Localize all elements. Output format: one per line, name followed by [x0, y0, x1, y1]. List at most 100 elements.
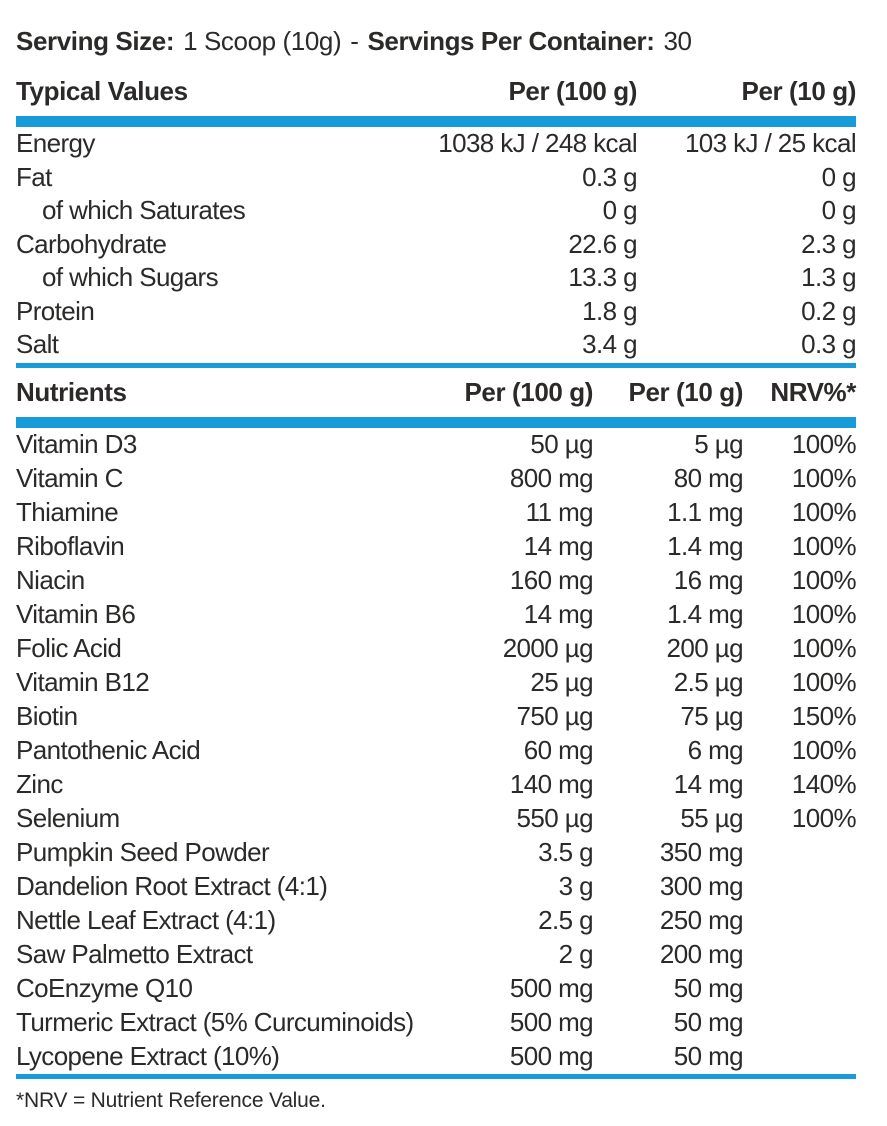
row-value-nrv: 150%	[791, 701, 857, 731]
table-row: Vitamin B12 25 µg 2.5 µg 100%	[16, 666, 857, 700]
table-row: Biotin 750 µg 75 µg 150%	[16, 700, 857, 734]
table-row: Dandelion Root Extract (4:1) 3 g 300 mg	[16, 870, 856, 904]
serving-size-label: Serving Size:	[16, 26, 175, 56]
row-value-per100: 14 mg	[523, 531, 594, 561]
row-label: Dandelion Root Extract (4:1)	[16, 871, 328, 901]
row-value-per100: 13.3 g	[568, 262, 637, 293]
table-row: Fat 0.3 g 0 g	[16, 161, 857, 195]
row-label: Vitamin B6	[16, 599, 136, 629]
row-value-nrv: 100%	[791, 735, 857, 765]
table-row: Pumpkin Seed Powder 3.5 g 350 mg	[16, 836, 856, 870]
row-value-per10: 200 µg	[666, 633, 744, 663]
nutrients-col-nrv: NRV%*	[770, 376, 856, 407]
row-value-per10: 250 mg	[659, 905, 744, 935]
nutrients-col-per10: Per (10 g)	[628, 376, 744, 407]
row-label: Biotin	[16, 701, 78, 731]
row-value-per100: 500 mg	[509, 1007, 594, 1037]
row-label: Lycopene Extract (10%)	[16, 1041, 280, 1071]
row-value-nrv: 140%	[791, 769, 857, 799]
divider-bar-thick	[16, 116, 856, 127]
row-value-per10: 50 mg	[673, 1007, 744, 1037]
row-value-per10: 200 mg	[659, 939, 744, 969]
table-row: Saw Palmetto Extract 2 g 200 mg	[16, 938, 856, 972]
row-value-per100: 800 mg	[509, 463, 594, 493]
serving-size-value: 1 Scoop (10g)	[183, 26, 342, 56]
serving-info-line: Serving Size: 1 Scoop (10g) - Servings P…	[16, 26, 856, 57]
row-value-nrv: 100%	[791, 497, 857, 527]
row-value-per100: 500 mg	[509, 1041, 594, 1071]
row-value-per100: 500 mg	[509, 973, 594, 1003]
row-label: of which Sugars	[42, 262, 219, 293]
row-value-per10: 80 mg	[673, 463, 744, 493]
row-value-per100: 3.4 g	[582, 329, 637, 360]
row-label: Vitamin B12	[16, 667, 150, 697]
row-value-per10: 300 mg	[659, 871, 744, 901]
row-value-per10: 0.2 g	[801, 295, 856, 326]
table-row: Turmeric Extract (5% Curcuminoids) 500 m…	[16, 1006, 856, 1040]
row-value-per100: 0.3 g	[582, 161, 637, 192]
row-label: Vitamin D3	[16, 429, 137, 459]
row-label: Pumpkin Seed Powder	[16, 837, 270, 867]
table-row: Vitamin D3 50 µg 5 µg 100%	[16, 428, 857, 462]
row-label: Zinc	[16, 769, 63, 799]
row-label: Selenium	[16, 803, 120, 833]
row-label: Turmeric Extract (5% Curcuminoids)	[16, 1007, 414, 1037]
typical-values-col-per100: Per (100 g)	[508, 76, 637, 106]
nutrients-header-row: Nutrients Per (100 g) Per (10 g) NRV%*	[16, 377, 856, 417]
row-value-per100: 140 mg	[509, 769, 594, 799]
nutrients-col-per100: Per (100 g)	[464, 376, 593, 407]
row-value-per10: 2.5 µg	[673, 667, 744, 697]
row-label: of which Saturates	[42, 195, 246, 226]
row-value-per100: 60 mg	[523, 735, 594, 765]
row-value-per10: 50 mg	[673, 1041, 744, 1071]
table-row: Nettle Leaf Extract (4:1) 2.5 g 250 mg	[16, 904, 856, 938]
row-label: Folic Acid	[16, 633, 122, 663]
table-row: Lycopene Extract (10%) 500 mg 50 mg	[16, 1040, 856, 1074]
row-value-per10: 1.4 mg	[667, 531, 743, 561]
divider-bar-thin	[16, 362, 856, 368]
row-value-per100: 0 g	[602, 195, 638, 226]
row-label: Niacin	[16, 565, 85, 595]
row-value-per100: 1.8 g	[582, 295, 637, 326]
row-label: Energy	[16, 128, 95, 159]
row-value-per10: 0.3 g	[801, 329, 856, 360]
row-label: Nettle Leaf Extract (4:1)	[16, 905, 276, 935]
table-row: Zinc 140 mg 14 mg 140%	[16, 768, 857, 802]
row-value-per10: 50 mg	[673, 973, 744, 1003]
table-row: of which Saturates 0 g 0 g	[16, 194, 857, 228]
row-value-per100: 1038 kJ / 248 kcal	[438, 128, 637, 159]
row-value-nrv: 100%	[791, 531, 857, 561]
servings-per-container-label: Servings Per Container:	[367, 26, 655, 56]
divider-bar-thin	[16, 1073, 856, 1079]
row-value-per10: 1.4 mg	[667, 599, 743, 629]
table-row: Pantothenic Acid 60 mg 6 mg 100%	[16, 734, 857, 768]
row-label: Thiamine	[16, 497, 119, 527]
typical-values-table: Energy 1038 kJ / 248 kcal 103 kJ / 25 kc…	[16, 127, 857, 362]
row-value-per100: 550 µg	[516, 803, 594, 833]
row-label: Salt	[16, 329, 59, 360]
table-row: Protein 1.8 g 0.2 g	[16, 295, 857, 329]
row-value-nrv: 100%	[791, 599, 857, 629]
row-label: Pantothenic Acid	[16, 735, 201, 765]
row-value-per10: 55 µg	[680, 803, 743, 833]
row-value-nrv: 100%	[791, 633, 857, 663]
row-label: Saw Palmetto Extract	[16, 939, 253, 969]
table-row: of which Sugars 13.3 g 1.3 g	[16, 261, 857, 295]
row-label: CoEnzyme Q10	[16, 973, 193, 1003]
nutrients-title: Nutrients	[16, 376, 127, 407]
row-value-nrv: 100%	[791, 463, 857, 493]
row-value-per100: 3 g	[558, 871, 594, 901]
table-row: Salt 3.4 g 0.3 g	[16, 328, 857, 362]
row-value-per10: 75 µg	[680, 701, 743, 731]
row-value-per100: 25 µg	[530, 667, 593, 697]
typical-values-title: Typical Values	[16, 76, 188, 106]
table-row: Folic Acid 2000 µg 200 µg 100%	[16, 632, 857, 666]
row-value-nrv: 100%	[791, 667, 857, 697]
row-value-per100: 50 µg	[530, 429, 593, 459]
separator-dash: -	[350, 26, 359, 56]
divider-bar-thick	[16, 416, 856, 428]
row-value-per10: 5 µg	[694, 429, 743, 459]
row-value-per10: 1.3 g	[801, 262, 856, 293]
row-value-per100: 160 mg	[509, 565, 594, 595]
row-value-per10: 350 mg	[659, 837, 744, 867]
